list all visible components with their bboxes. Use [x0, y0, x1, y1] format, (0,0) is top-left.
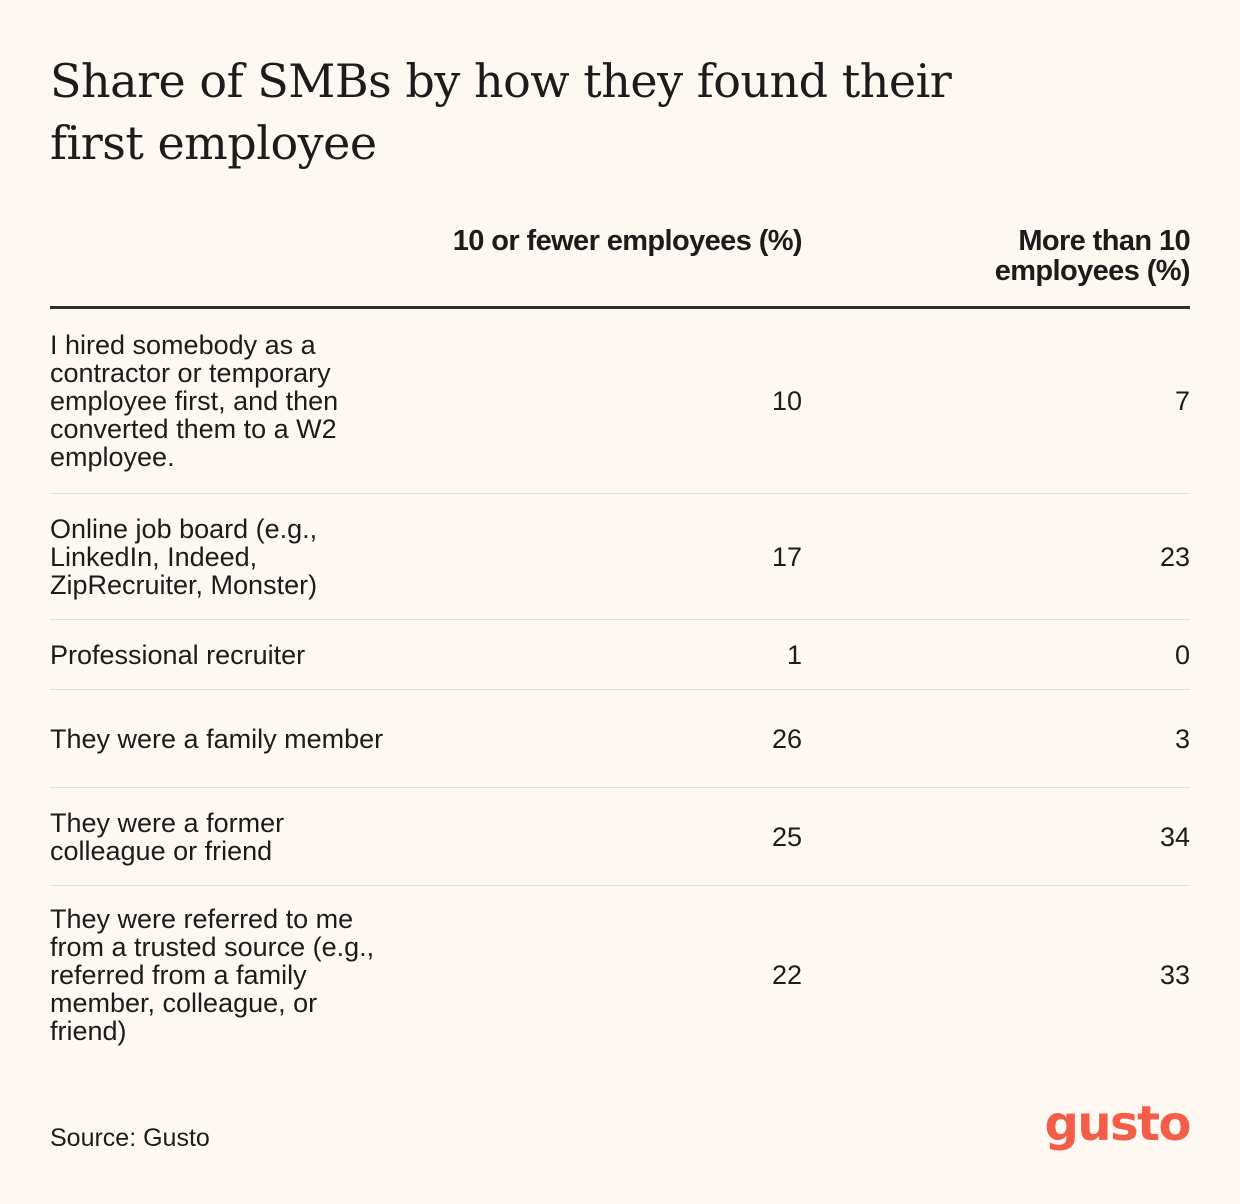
value-10-or-fewer: 26 [771, 723, 802, 754]
value-10-or-fewer: 22 [771, 960, 802, 990]
row-label: I hired somebody as a contractor or temp… [50, 330, 339, 472]
value-more-than-10: 3 [1174, 723, 1190, 754]
table-row: Online job board (e.g., LinkedIn, Indeed… [50, 494, 1190, 620]
data-table: 10 or fewer employees (%) More than 10 e… [50, 225, 1191, 1064]
value-more-than-10: 0 [1174, 639, 1190, 670]
header-more-than-10: More than 10 employees (%) [994, 225, 1191, 287]
table-row: They were a family member 26 3 [50, 690, 1190, 788]
row-label: They were a family member [50, 723, 384, 754]
value-more-than-10: 34 [1159, 821, 1190, 852]
table-row: They were a former colleague or friend 2… [50, 788, 1190, 886]
row-label: Professional recruiter [50, 639, 306, 670]
row-label: They were referred to me from a trusted … [50, 904, 375, 1046]
row-label: Online job board (e.g., LinkedIn, Indeed… [50, 513, 318, 600]
table-row: They were referred to me from a trusted … [50, 886, 1190, 1064]
gusto-logo: gusto [1044, 1096, 1191, 1152]
value-10-or-fewer: 1 [786, 639, 802, 670]
value-10-or-fewer: 10 [771, 386, 802, 416]
value-more-than-10: 23 [1159, 541, 1190, 572]
value-more-than-10: 7 [1174, 386, 1190, 416]
table-row: Professional recruiter 1 0 [50, 620, 1190, 690]
value-10-or-fewer: 25 [771, 821, 802, 852]
table-row: I hired somebody as a contractor or temp… [50, 309, 1190, 494]
value-more-than-10: 33 [1159, 960, 1190, 990]
header-10-or-fewer: 10 or fewer employees (%) [452, 225, 803, 257]
row-label: They were a former colleague or friend [50, 807, 285, 866]
value-10-or-fewer: 17 [771, 541, 802, 572]
table-header: 10 or fewer employees (%) More than 10 e… [50, 225, 1191, 309]
chart-title: Share of SMBs by how they found their fi… [50, 54, 952, 170]
source-note: Source: Gusto [50, 1124, 210, 1152]
